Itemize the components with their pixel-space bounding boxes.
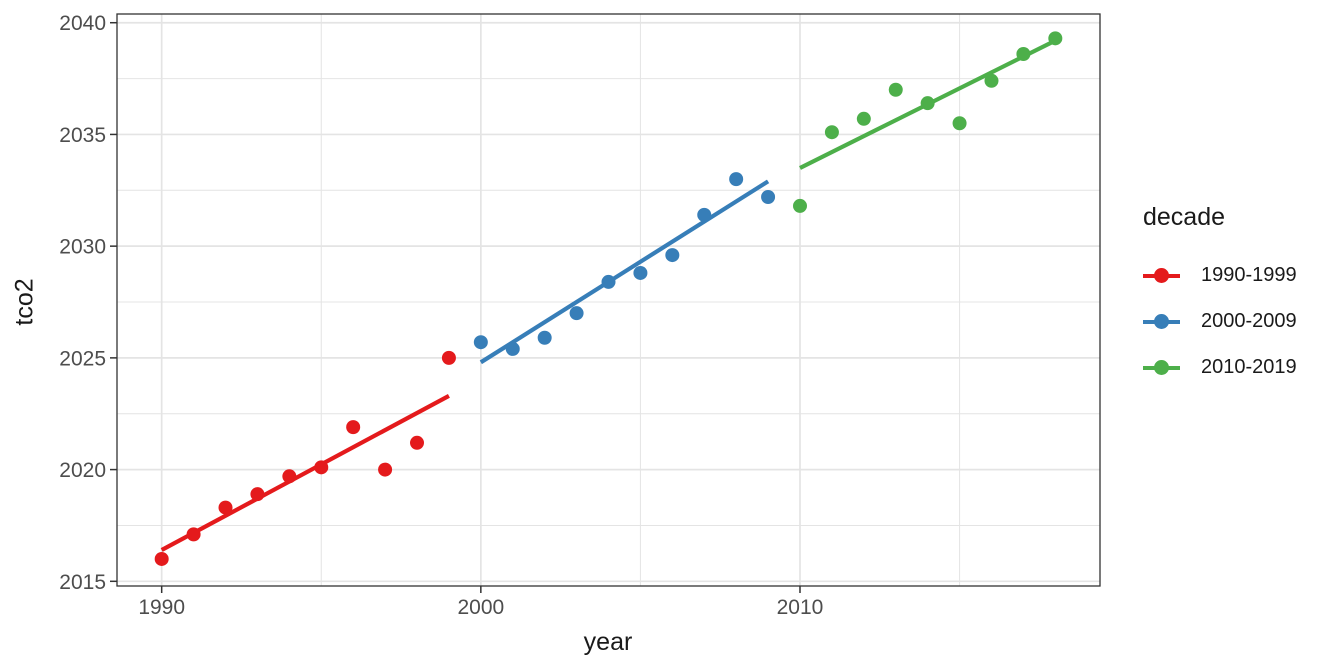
legend-entry-2000-2009: 2000-2009 <box>1143 299 1297 345</box>
data-point-2010-2019 <box>888 82 903 97</box>
x-tick-label: 2000 <box>457 596 504 619</box>
legend-entry-label: 1990-1999 <box>1201 264 1297 287</box>
data-point-2010-2019 <box>952 116 967 131</box>
data-point-2000-2009 <box>633 265 648 280</box>
data-point-2000-2009 <box>601 274 616 289</box>
trend-line-2000-2009 <box>479 179 770 365</box>
panel-background <box>117 14 1100 586</box>
data-point-2010-2019 <box>920 96 935 111</box>
y-tick-label: 2030 <box>59 236 106 259</box>
data-point-2010-2019 <box>856 111 871 126</box>
data-point-1990-1999 <box>314 460 329 475</box>
legend-entries: 1990-1999 2000-2009 2010-2019 <box>1143 253 1297 391</box>
legend-entry-1990-1999: 1990-1999 <box>1143 253 1297 299</box>
x-tick-label: 1990 <box>138 596 185 619</box>
data-point-2000-2009 <box>537 330 552 345</box>
legend-title: decade <box>1143 203 1226 231</box>
legend-entry-2010-2019: 2010-2019 <box>1143 345 1297 391</box>
data-point-1990-1999 <box>441 350 456 365</box>
data-point-2000-2009 <box>665 248 680 263</box>
y-tick-label: 2035 <box>59 124 106 147</box>
data-point-1990-1999 <box>250 487 265 502</box>
legend-key-dot <box>1154 360 1169 376</box>
legend-key-dot <box>1154 268 1169 284</box>
data-point-2000-2009 <box>569 306 584 321</box>
y-tick-label: 2015 <box>59 571 106 594</box>
data-point-2000-2009 <box>505 341 520 356</box>
data-point-2010-2019 <box>792 198 807 213</box>
data-point-2000-2009 <box>761 189 776 204</box>
y-tick-label: 2025 <box>59 347 106 370</box>
data-point-1990-1999 <box>186 527 201 542</box>
data-point-1990-1999 <box>378 462 393 477</box>
legend-key <box>1143 360 1180 376</box>
y-tick-label: 2040 <box>59 12 106 35</box>
panel-border <box>116 13 1101 587</box>
x-tick-label: 2010 <box>777 596 824 619</box>
x-axis-title: year <box>583 628 633 656</box>
data-point-1990-1999 <box>346 420 361 435</box>
data-point-2010-2019 <box>1016 46 1031 61</box>
trend-line-1990-1999 <box>160 394 450 552</box>
legend-entry-label: 2000-2009 <box>1201 310 1297 333</box>
legend-entry-label: 2010-2019 <box>1201 356 1297 379</box>
data-point-2000-2009 <box>729 172 744 187</box>
data-point-1990-1999 <box>218 500 233 515</box>
data-point-1990-1999 <box>410 435 425 450</box>
legend-key <box>1143 314 1180 330</box>
data-point-2010-2019 <box>1048 31 1063 46</box>
data-point-2000-2009 <box>473 335 488 350</box>
legend: decade 1990-1999 2000-2009 2010-2019 <box>1143 203 1297 391</box>
data-point-2010-2019 <box>984 73 999 88</box>
data-point-1990-1999 <box>154 551 169 566</box>
data-point-2010-2019 <box>824 125 839 140</box>
legend-key-dot <box>1154 314 1169 330</box>
data-point-1990-1999 <box>282 469 297 484</box>
data-point-2000-2009 <box>697 207 712 222</box>
y-tick-label: 2020 <box>59 459 106 482</box>
y-axis-title: tco2 <box>10 278 39 326</box>
legend-key <box>1143 268 1180 284</box>
